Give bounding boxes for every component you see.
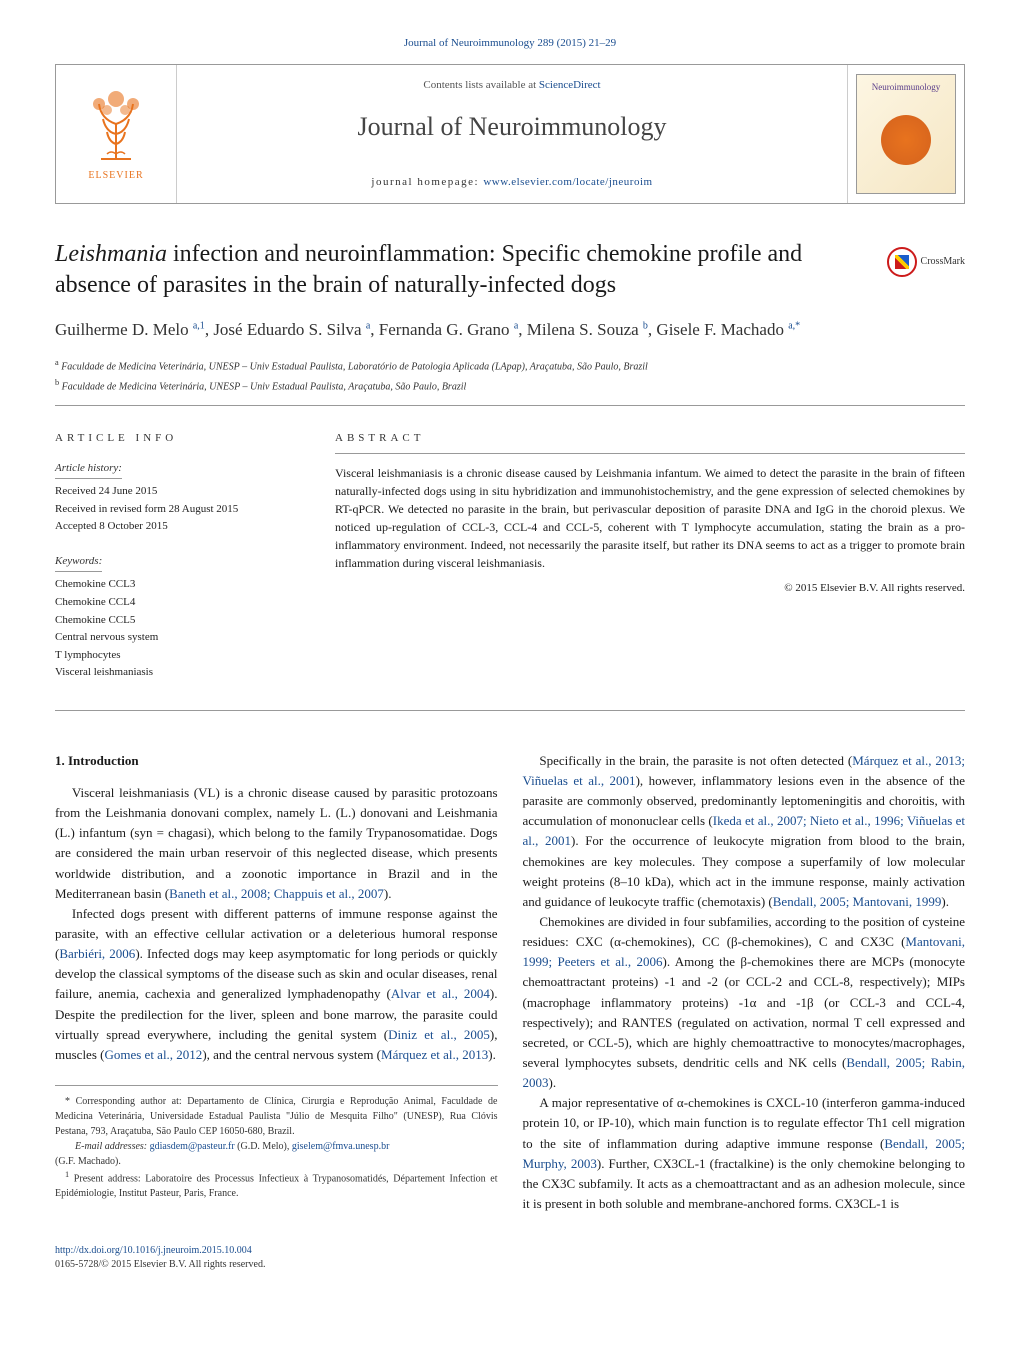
- header-citation: Journal of Neuroimmunology 289 (2015) 21…: [55, 35, 965, 52]
- corr-text: Corresponding author at: Departamento de…: [55, 1096, 498, 1137]
- citation-link[interactable]: Gomes et al., 2012: [104, 1047, 202, 1062]
- text: ).: [488, 1047, 496, 1062]
- affiliations: a Faculdade de Medicina Veterinária, UNE…: [55, 356, 965, 406]
- author-4: , Milena S. Souza: [518, 320, 643, 339]
- email-label: E-mail addresses:: [75, 1141, 150, 1152]
- elsevier-logo[interactable]: ELSEVIER: [56, 76, 176, 191]
- crossmark-badge[interactable]: CrossMark: [887, 247, 965, 277]
- text: ).: [549, 1075, 557, 1090]
- author-sup: a,*: [788, 320, 800, 331]
- present-address: Present address: Laboratoire des Process…: [55, 1173, 498, 1199]
- affiliation-a: Faculdade de Medicina Veterinária, UNESP…: [59, 362, 648, 373]
- contents-text: Contents lists available at: [423, 79, 538, 91]
- article-info-heading: ARTICLE INFO: [55, 430, 305, 447]
- citation-link[interactable]: Márquez et al., 2013: [381, 1047, 488, 1062]
- citation-link[interactable]: Diniz et al., 2005: [388, 1027, 490, 1042]
- journal-cover-title: Neuroimmunology: [863, 81, 949, 95]
- corr-marker: *: [65, 1096, 76, 1107]
- journal-cover-image: [881, 115, 931, 165]
- journal-homepage: journal homepage: www.elsevier.com/locat…: [177, 174, 847, 191]
- text: Specifically in the brain, the parasite …: [539, 753, 852, 768]
- text: Visceral leishmaniasis (VL) is a chronic…: [55, 785, 498, 901]
- contents-available: Contents lists available at ScienceDirec…: [177, 77, 847, 94]
- sciencedirect-link[interactable]: ScienceDirect: [539, 79, 601, 91]
- doi-link[interactable]: http://dx.doi.org/10.1016/j.jneuroim.201…: [55, 1245, 252, 1256]
- keyword: Central nervous system: [55, 629, 305, 647]
- citation-link[interactable]: Baneth et al., 2008; Chappuis et al., 20…: [169, 886, 384, 901]
- abstract-section: ABSTRACT Visceral leishmaniasis is a chr…: [335, 430, 965, 696]
- citation-link[interactable]: Alvar et al., 2004: [391, 986, 490, 1001]
- abstract-copyright: © 2015 Elsevier B.V. All rights reserved…: [335, 580, 965, 597]
- crossmark-label: CrossMark: [921, 254, 965, 269]
- journal-banner: ELSEVIER Contents lists available at Sci…: [55, 64, 965, 204]
- homepage-label: journal homepage:: [371, 176, 483, 188]
- journal-cover[interactable]: Neuroimmunology: [856, 74, 956, 194]
- para-3: Specifically in the brain, the parasite …: [523, 751, 966, 912]
- text: ), and the central nervous system (: [202, 1047, 381, 1062]
- keyword: Chemokine CCL3: [55, 576, 305, 594]
- author-2: , José Eduardo S. Silva: [205, 320, 366, 339]
- email-who: (G.F. Machado).: [55, 1154, 498, 1169]
- text: Chemokines are divided in four subfamili…: [523, 914, 966, 949]
- email-who: (G.D. Melo),: [235, 1141, 292, 1152]
- banner-center: Contents lists available at ScienceDirec…: [176, 65, 848, 203]
- crossmark-icon: [887, 247, 917, 277]
- abstract-text: Visceral leishmaniasis is a chronic dise…: [335, 464, 965, 572]
- author-1: Guilherme D. Melo: [55, 320, 193, 339]
- text: ).: [941, 894, 949, 909]
- title-italic: Leishmania: [55, 241, 173, 267]
- text: ). Among the β-chemokines there are MCPs…: [523, 954, 966, 1070]
- citation-link[interactable]: Barbiéri, 2006: [59, 946, 135, 961]
- keyword: Chemokine CCL4: [55, 594, 305, 612]
- meta-section: ARTICLE INFO Article history: Received 2…: [55, 416, 965, 711]
- footer-bar: http://dx.doi.org/10.1016/j.jneuroim.201…: [55, 1244, 965, 1272]
- article-info: ARTICLE INFO Article history: Received 2…: [55, 430, 305, 696]
- email-link[interactable]: giselem@fmva.unesp.br: [292, 1141, 390, 1152]
- accepted-date: Accepted 8 October 2015: [55, 518, 305, 536]
- homepage-url[interactable]: www.elsevier.com/locate/jneuroim: [483, 176, 652, 188]
- keyword: Visceral leishmaniasis: [55, 664, 305, 682]
- para-4: Chemokines are divided in four subfamili…: [523, 912, 966, 1093]
- keyword: Chemokine CCL5: [55, 612, 305, 630]
- affiliation-b: Faculdade de Medicina Veterinária, UNESP…: [59, 381, 466, 392]
- issn-copyright: 0165-5728/© 2015 Elsevier B.V. All right…: [55, 1259, 265, 1270]
- email-link[interactable]: gdiasdem@pasteur.fr: [150, 1141, 235, 1152]
- revised-date: Received in revised form 28 August 2015: [55, 501, 305, 519]
- author-5: , Gisele F. Machado: [648, 320, 788, 339]
- para-2: Infected dogs present with different pat…: [55, 904, 498, 1065]
- footnotes: * Corresponding author at: Departamento …: [55, 1085, 498, 1201]
- keyword: T lymphocytes: [55, 647, 305, 665]
- author-sup: a,1: [193, 320, 205, 331]
- paper-title: Leishmania infection and neuroinflammati…: [55, 239, 867, 301]
- para-5: A major representative of α-chemokines i…: [523, 1093, 966, 1214]
- author-3: , Fernanda G. Grano: [370, 320, 514, 339]
- text: ).: [384, 886, 392, 901]
- citation-link[interactable]: Bendall, 2005; Mantovani, 1999: [773, 894, 942, 909]
- received-date: Received 24 June 2015: [55, 483, 305, 501]
- authors: Guilherme D. Melo a,1, José Eduardo S. S…: [55, 317, 965, 343]
- abstract-heading: ABSTRACT: [335, 430, 965, 454]
- history-label: Article history:: [55, 460, 122, 480]
- elsevier-tree-icon: [81, 84, 151, 164]
- elsevier-label: ELSEVIER: [88, 168, 143, 183]
- intro-heading: 1. Introduction: [55, 751, 498, 771]
- keywords-label: Keywords:: [55, 553, 102, 573]
- body-content: 1. Introduction Visceral leishmaniasis (…: [55, 751, 965, 1214]
- journal-name: Journal of Neuroimmunology: [177, 107, 847, 146]
- para-1: Visceral leishmaniasis (VL) is a chronic…: [55, 783, 498, 904]
